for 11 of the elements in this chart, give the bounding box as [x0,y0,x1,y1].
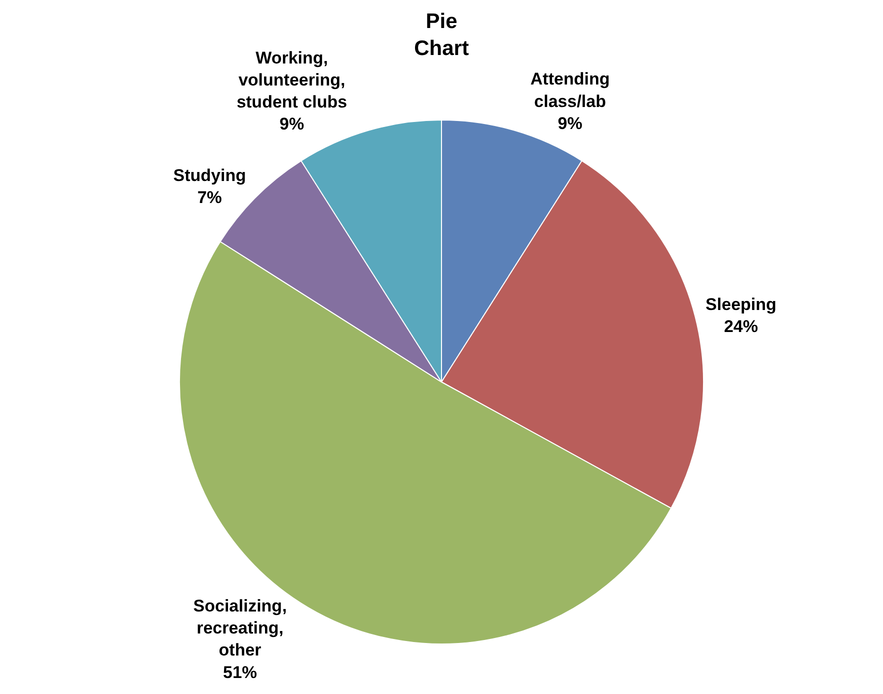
data-label: 7% [197,188,222,208]
data-label: 51% [223,662,258,682]
slice-label: Working, volunteering, student clubs [236,48,348,112]
data-label: 9% [558,114,582,133]
slice-label: Sleeping [706,295,776,314]
chart-title: Pie Chart [414,10,469,60]
slice-label: Attending class/lab [530,70,610,111]
slice-label: Socializing, recreating, other [193,596,287,660]
data-label: 9% [280,114,304,134]
data-label: 24% [724,317,758,336]
slice-label: Studying [173,166,246,185]
